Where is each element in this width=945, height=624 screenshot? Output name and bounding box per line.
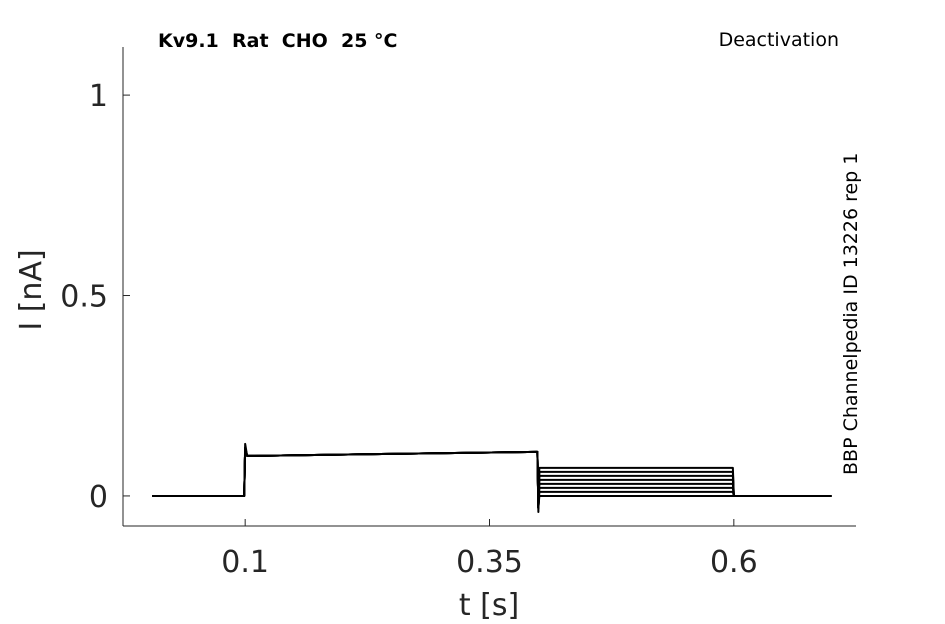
y-tick-label: 0.5 xyxy=(60,280,108,315)
x-tick-label: 0.1 xyxy=(221,545,269,580)
trace xyxy=(152,446,832,509)
trace xyxy=(152,446,832,509)
side-note: BBP Channelpedia ID 13226 rep 1 xyxy=(840,153,862,475)
y-tick-label: 0 xyxy=(89,480,108,515)
trace xyxy=(152,446,832,509)
trace xyxy=(152,442,832,513)
annotation: Deactivation xyxy=(719,29,839,51)
x-tick-label: 0.6 xyxy=(710,545,758,580)
trace xyxy=(152,446,832,509)
x-axis-label: t [s] xyxy=(459,588,519,623)
trace xyxy=(152,446,832,509)
x-tick-label: 0.35 xyxy=(456,545,523,580)
trace xyxy=(152,446,832,509)
trace xyxy=(152,446,832,509)
y-axis-label: I [nA] xyxy=(14,249,49,330)
chart-title: Kv9.1 Rat CHO 25 °C xyxy=(158,30,398,52)
y-tick-label: 1 xyxy=(89,79,108,114)
